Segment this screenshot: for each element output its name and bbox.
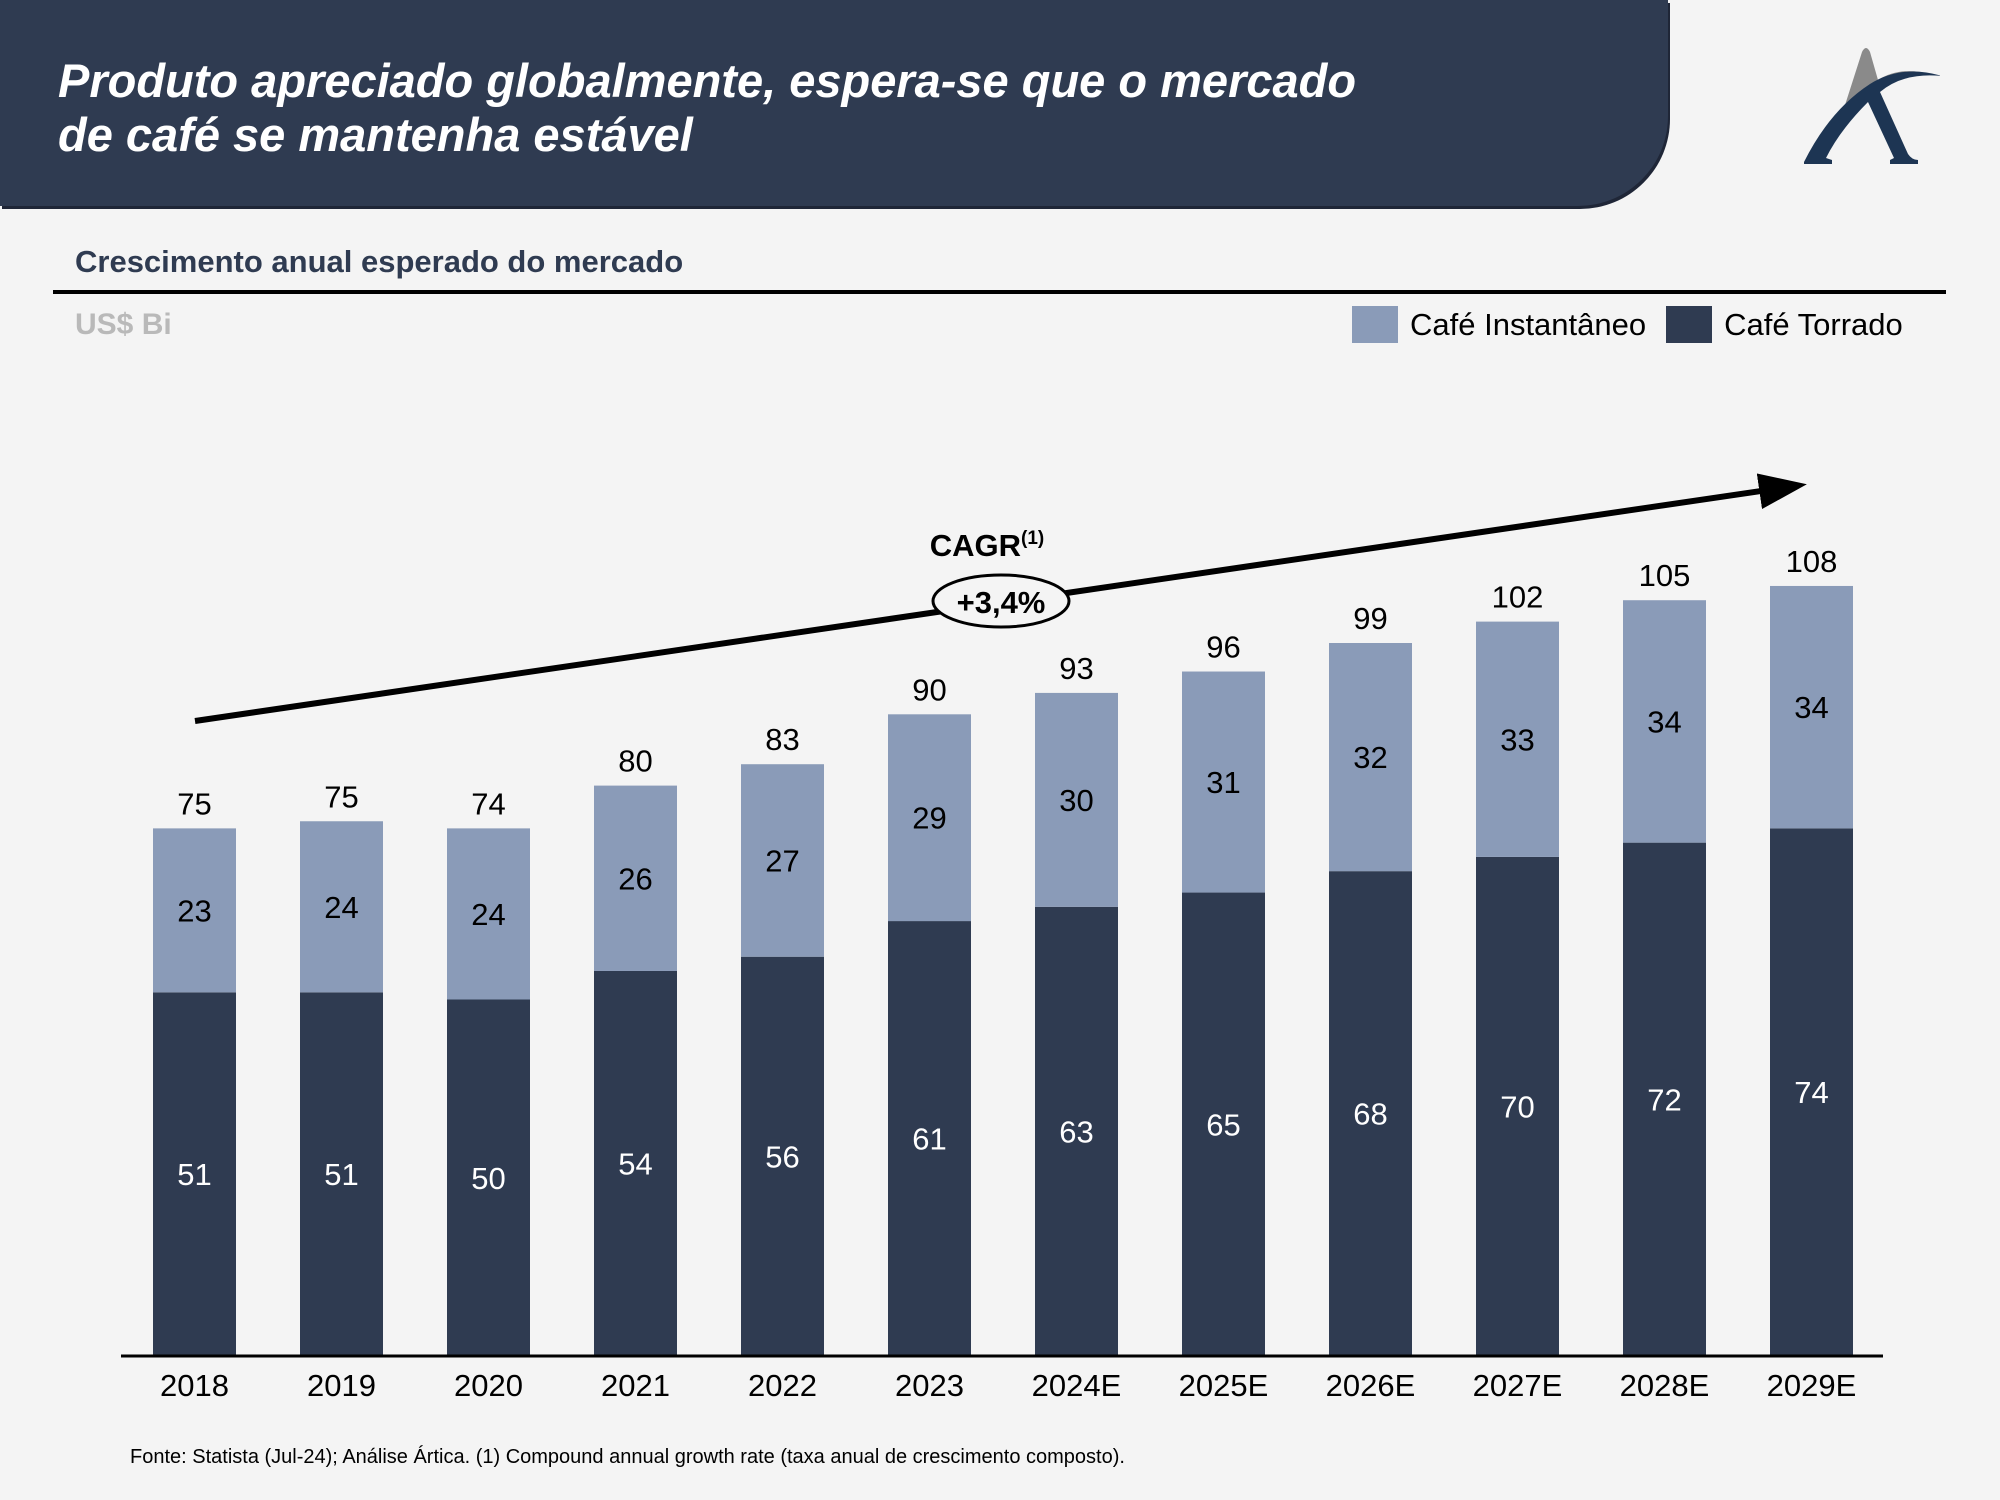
data-label-total: 99 (1353, 601, 1387, 636)
artica-logo-icon (1804, 48, 1940, 164)
bar-segment-roasted (888, 921, 971, 1356)
bar-segment-instant (594, 785, 677, 971)
bar-segment-roasted (153, 992, 236, 1356)
cagr-value: +3,4% (957, 585, 1046, 620)
x-tick-label: 2024E (1032, 1368, 1122, 1403)
bar-segment-instant (1770, 585, 1853, 829)
data-label-roasted: 51 (324, 1157, 358, 1192)
bar-segment-roasted (300, 992, 383, 1356)
data-label-total: 80 (618, 744, 652, 779)
x-tick-label: 2022 (748, 1368, 817, 1403)
x-tick-label: 2018 (160, 1368, 229, 1403)
legend-label-roasted: Café Torrado (1724, 306, 1903, 342)
data-label-roasted: 50 (471, 1161, 505, 1196)
data-label-instant: 30 (1059, 783, 1093, 818)
data-label-roasted: 54 (618, 1146, 652, 1181)
legend-swatch-roasted (1666, 306, 1713, 343)
bar-segment-instant (1329, 643, 1412, 872)
data-label-instant: 26 (618, 861, 652, 896)
data-label-instant: 34 (1647, 704, 1681, 739)
cagr-label: CAGR(1) (930, 528, 1045, 563)
bar-segment-roasted (1035, 906, 1118, 1356)
bar-segment-roasted (1623, 842, 1706, 1356)
data-label-roasted: 63 (1059, 1114, 1093, 1149)
header-banner: Produto apreciado globalmente, espera-se… (0, 0, 1668, 206)
bar-segment-roasted (1329, 871, 1412, 1356)
bar-segment-instant (1476, 621, 1559, 857)
data-label-total: 75 (324, 779, 358, 814)
bar-segment-instant (153, 828, 236, 993)
x-tick-label: 2020 (454, 1368, 523, 1403)
bar-segment-instant (888, 714, 971, 922)
legend-item-instant: Café Instantâneo (1352, 306, 1646, 343)
bar-segment-instant (1035, 692, 1118, 907)
data-label-instant: 23 (177, 893, 211, 928)
bar-segment-roasted (594, 970, 677, 1356)
data-label-total: 83 (765, 722, 799, 757)
x-tick-label: 2021 (601, 1368, 670, 1403)
data-label-instant: 33 (1500, 722, 1534, 757)
chart-legend: Café Instantâneo Café Torrado (1352, 306, 1923, 343)
data-label-total: 74 (471, 786, 505, 821)
bar-segment-instant (1182, 671, 1265, 893)
data-label-roasted: 74 (1794, 1075, 1828, 1110)
x-tick-label: 2019 (307, 1368, 376, 1403)
title-line-2: de café se mantenha estável (58, 108, 693, 161)
bar-segment-instant (1623, 600, 1706, 843)
bar-segment-instant (300, 821, 383, 993)
data-label-total: 90 (912, 672, 946, 707)
footnote: Fonte: Statista (Jul-24); Análise Ártica… (130, 1446, 1125, 1468)
title-line-1: Produto apreciado globalmente, espera-se… (58, 54, 1357, 107)
data-label-total: 105 (1639, 558, 1691, 593)
x-tick-label: 2026E (1326, 1368, 1416, 1403)
bar-segment-roasted (1476, 856, 1559, 1356)
data-label-roasted: 68 (1353, 1097, 1387, 1132)
data-label-roasted: 65 (1206, 1107, 1240, 1142)
bar-segment-roasted (1770, 828, 1853, 1356)
legend-label-instant: Café Instantâneo (1410, 306, 1647, 342)
data-label-total: 93 (1059, 651, 1093, 686)
data-label-instant: 24 (471, 897, 505, 932)
data-label-total: 96 (1206, 630, 1240, 665)
unit-label: US$ Bi (75, 308, 172, 341)
legend-swatch-instant (1352, 306, 1398, 343)
data-label-instant: 31 (1206, 765, 1240, 800)
page-title: Produto apreciado globalmente, espera-se… (58, 54, 1558, 162)
section-divider (53, 290, 1946, 294)
x-tick-label: 2025E (1179, 1368, 1269, 1403)
x-tick-label: 2023 (895, 1368, 964, 1403)
data-label-roasted: 51 (177, 1157, 211, 1192)
bar-segment-instant (447, 828, 530, 1000)
chart-subtitle: Crescimento anual esperado do mercado (75, 244, 684, 279)
data-label-instant: 24 (324, 890, 358, 925)
bar-segment-roasted (741, 956, 824, 1356)
x-tick-label: 2029E (1767, 1368, 1857, 1403)
data-label-total: 108 (1786, 544, 1838, 579)
data-label-instant: 29 (912, 801, 946, 836)
cagr-label-text: CAGR (930, 528, 1021, 563)
cagr-badge (931, 573, 1071, 629)
bar-segment-roasted (1182, 892, 1265, 1356)
data-label-instant: 34 (1794, 690, 1828, 725)
data-label-instant: 27 (765, 843, 799, 878)
data-label-total: 102 (1492, 580, 1544, 615)
data-label-roasted: 70 (1500, 1089, 1534, 1124)
data-label-roasted: 72 (1647, 1082, 1681, 1117)
cagr-superscript: (1) (1021, 528, 1044, 549)
x-tick-label: 2028E (1620, 1368, 1710, 1403)
legend-item-roasted: Café Torrado (1666, 306, 1903, 343)
x-tick-label: 2027E (1473, 1368, 1563, 1403)
data-label-roasted: 61 (912, 1122, 946, 1157)
data-label-instant: 32 (1353, 740, 1387, 775)
bar-segment-instant (741, 764, 824, 957)
bar-segment-roasted (447, 999, 530, 1356)
data-label-roasted: 56 (765, 1139, 799, 1174)
data-label-total: 75 (177, 786, 211, 821)
